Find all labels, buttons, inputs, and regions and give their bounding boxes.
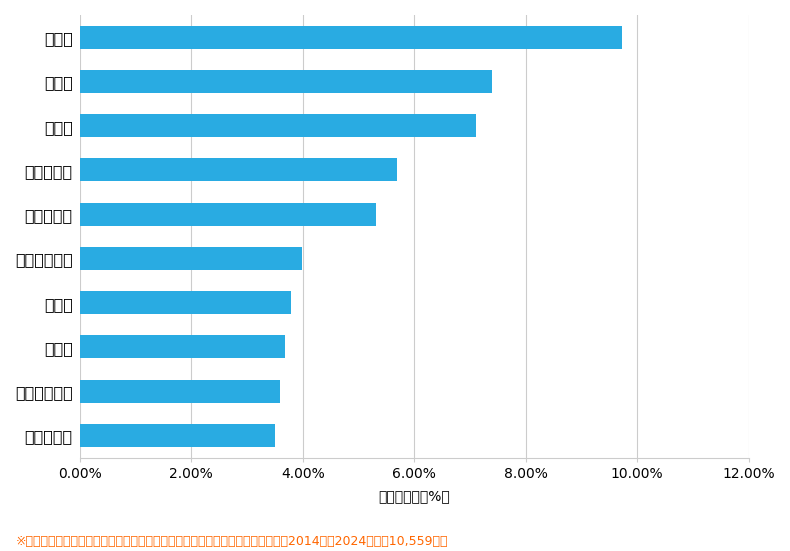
Bar [80, 70, 491, 93]
Bar [80, 158, 397, 181]
Bar [80, 26, 622, 48]
Bar [80, 424, 275, 447]
Bar [80, 203, 376, 226]
X-axis label: 件数の割合（%）: 件数の割合（%） [378, 489, 450, 503]
Text: ※弊社受付の案件を対象に、受付時に市区町村の回答があったものを集計（期間2014年～2024年、計10,559件）: ※弊社受付の案件を対象に、受付時に市区町村の回答があったものを集計（期間2014… [16, 535, 448, 548]
Bar [80, 336, 285, 359]
Bar [80, 291, 291, 314]
Bar [80, 114, 476, 137]
Bar [80, 380, 280, 403]
Bar [80, 247, 302, 270]
